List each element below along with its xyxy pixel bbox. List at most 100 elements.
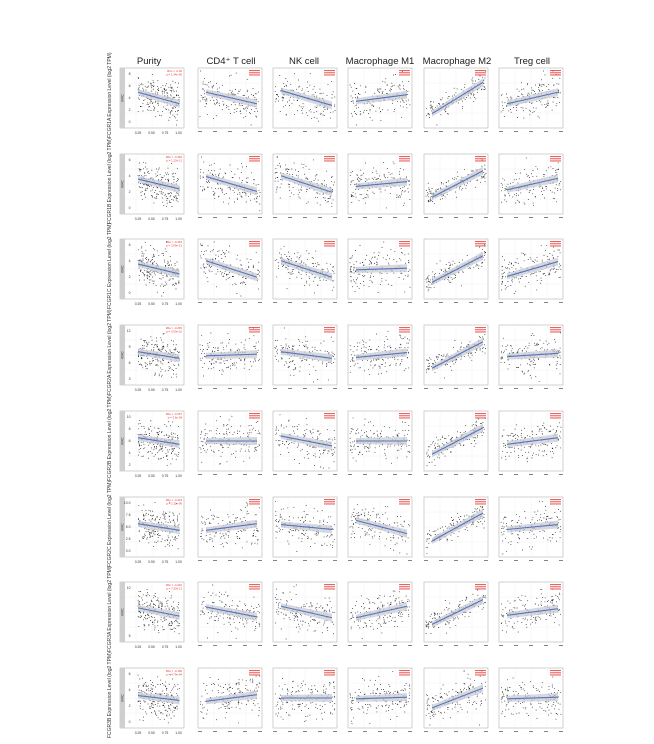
data-point: [559, 332, 561, 334]
data-point: [360, 283, 362, 285]
data-point: [138, 186, 140, 188]
correlation-stat-mark: [399, 243, 410, 245]
data-point: [520, 364, 522, 366]
data-point: [256, 352, 258, 354]
data-point: [392, 74, 394, 76]
data-point: [316, 95, 318, 97]
data-point: [274, 259, 276, 261]
data-point: [369, 110, 371, 112]
data-point: [248, 434, 250, 436]
data-point: [241, 181, 243, 183]
data-point: [274, 340, 276, 342]
data-point: [464, 83, 466, 85]
data-point: [332, 91, 334, 93]
data-point: [367, 190, 369, 192]
data-point: [427, 113, 429, 115]
data-point: [167, 275, 169, 277]
data-point: [171, 206, 173, 207]
data-point: [138, 274, 140, 276]
data-point: [559, 347, 561, 349]
data-point: [313, 180, 315, 182]
data-point: [430, 199, 432, 201]
correlation-stat-mark: [249, 158, 260, 160]
data-point: [163, 88, 165, 90]
data-point: [293, 369, 295, 371]
data-point: [315, 178, 317, 180]
data-point: [501, 352, 502, 354]
data-point: [559, 276, 561, 278]
data-point: [515, 195, 517, 197]
correlation-stat: Rho = -0.36: [167, 69, 182, 73]
data-point: [381, 359, 383, 360]
data-point: [317, 264, 319, 266]
data-point: [243, 347, 245, 349]
data-point: [146, 272, 148, 274]
data-point: [163, 175, 165, 177]
data-point: [430, 100, 432, 102]
data-point: [277, 268, 279, 270]
data-point: [156, 263, 157, 265]
data-point: [251, 365, 253, 367]
data-point: [299, 370, 301, 372]
y-axis-label: FCGR1A Expression Level (log2 TPM): [107, 52, 113, 139]
data-point: [473, 100, 475, 102]
data-point: [156, 364, 158, 366]
data-point: [297, 193, 299, 195]
data-point: [177, 200, 179, 202]
data-point: [279, 111, 281, 113]
data-point: [236, 367, 238, 369]
data-point: [290, 259, 292, 261]
data-point: [400, 259, 402, 261]
data-point: [428, 193, 430, 195]
data-point: [226, 359, 228, 361]
data-point: [210, 364, 212, 366]
data-point: [371, 349, 373, 351]
data-point: [146, 274, 148, 276]
data-point: [142, 441, 144, 443]
x-tick-mark: [469, 388, 473, 389]
data-point: [202, 266, 204, 268]
data-point: [239, 430, 241, 432]
data-point: [287, 367, 289, 369]
data-point: [227, 333, 229, 335]
data-point: [350, 171, 352, 173]
data-point: [150, 274, 152, 276]
data-point: [300, 106, 302, 108]
data-point: [166, 434, 168, 436]
data-point: [254, 447, 256, 449]
data-point: [434, 360, 435, 362]
data-point: [408, 339, 410, 341]
data-point: [233, 276, 234, 278]
data-point: [154, 372, 156, 374]
data-point: [403, 100, 405, 102]
data-point: [384, 81, 386, 83]
data-point: [202, 444, 204, 446]
data-point: [369, 117, 371, 118]
data-point: [322, 363, 324, 365]
correlation-stat-mark: [399, 241, 410, 243]
data-point: [242, 276, 244, 278]
data-point: [162, 445, 164, 447]
data-point: [279, 443, 281, 445]
data-point: [154, 107, 156, 109]
data-point: [429, 281, 431, 283]
data-point: [145, 189, 147, 191]
x-tick-mark: [318, 217, 322, 218]
data-point: [151, 85, 153, 87]
data-point: [223, 261, 224, 263]
correlation-stat-mark: [399, 331, 410, 333]
x-tick-mark: [213, 302, 217, 303]
data-point: [370, 275, 372, 277]
data-point: [214, 104, 216, 106]
data-point: [203, 253, 205, 255]
data-point: [401, 71, 403, 73]
data-point: [211, 187, 213, 189]
x-tick-mark: [273, 302, 277, 303]
data-point: [252, 266, 254, 267]
data-point: [351, 101, 353, 102]
data-point: [517, 104, 519, 106]
data-point: [371, 104, 373, 106]
data-point: [213, 162, 215, 164]
x-tick-mark: [559, 217, 563, 218]
data-point: [429, 190, 431, 192]
